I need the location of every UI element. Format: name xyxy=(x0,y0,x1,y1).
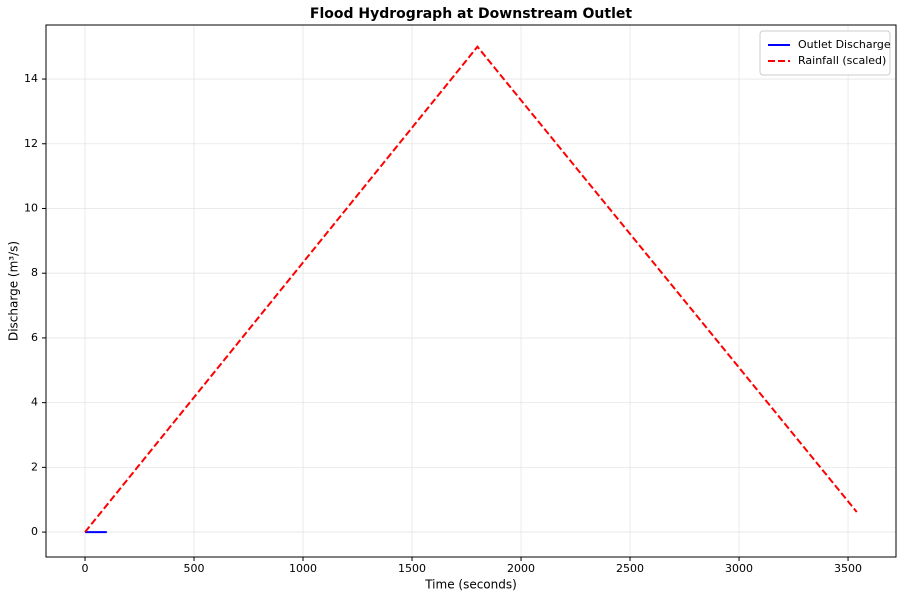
y-tick-label: 0 xyxy=(31,525,38,538)
x-tick-label: 2000 xyxy=(507,562,535,575)
y-tick-label: 6 xyxy=(31,331,38,344)
legend-label: Rainfall (scaled) xyxy=(798,54,886,67)
chart-title: Flood Hydrograph at Downstream Outlet xyxy=(310,6,632,22)
legend-box xyxy=(759,30,891,76)
y-tick-label: 10 xyxy=(24,201,38,214)
plot-frame xyxy=(45,24,897,558)
y-tick-label: 14 xyxy=(24,72,38,85)
y-tick-label: 12 xyxy=(24,137,38,150)
legend-label: Outlet Discharge xyxy=(798,38,891,51)
x-tick-label: 0 xyxy=(82,562,89,575)
x-tick-label: 2500 xyxy=(616,562,644,575)
y-tick-label: 8 xyxy=(31,266,38,279)
y-axis-label: Discharge (m³/s) xyxy=(7,241,21,341)
x-tick-label: 500 xyxy=(184,562,205,575)
y-tick-label: 4 xyxy=(31,396,38,409)
x-tick-label: 3000 xyxy=(725,562,753,575)
x-axis-label: Time (seconds) xyxy=(424,578,517,592)
x-tick-label: 1500 xyxy=(398,562,426,575)
line xyxy=(84,45,858,533)
y-tick-label: 2 xyxy=(31,460,38,473)
x-tick-label: 1000 xyxy=(289,562,317,575)
x-tick-label: 3500 xyxy=(834,562,862,575)
